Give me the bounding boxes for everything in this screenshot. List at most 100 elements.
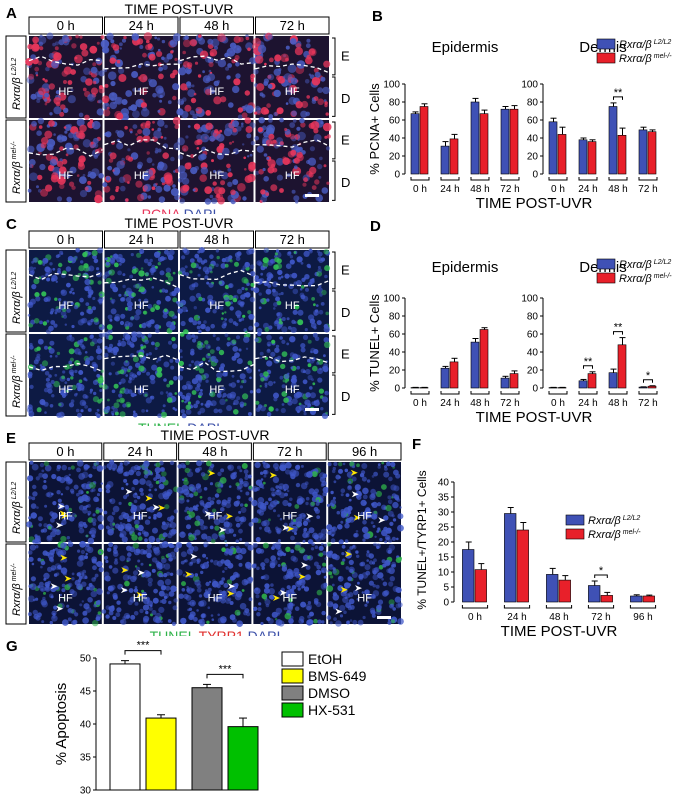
cell [115, 188, 119, 193]
cell [88, 473, 93, 478]
cell [160, 467, 164, 471]
cell [262, 461, 266, 465]
cell [253, 287, 260, 294]
cell [237, 465, 241, 470]
cell [308, 527, 315, 534]
cell [56, 467, 61, 472]
cell [259, 351, 264, 356]
cell [215, 305, 220, 310]
cell [227, 497, 232, 502]
cell [134, 519, 140, 526]
cell [218, 589, 223, 594]
cell [27, 43, 33, 50]
cell [187, 401, 191, 405]
cell [263, 587, 270, 594]
epidermis-boundary [179, 361, 254, 373]
cell [290, 149, 297, 156]
cell [118, 67, 125, 74]
cell [322, 122, 332, 132]
bar [647, 131, 657, 175]
cell [189, 611, 196, 618]
cell [55, 90, 61, 95]
cell [188, 507, 194, 512]
time-label: 24 h [129, 232, 154, 247]
bar [462, 549, 475, 603]
cell [121, 399, 124, 403]
cell [377, 527, 381, 531]
cell [399, 506, 402, 509]
cell [42, 321, 48, 326]
cell [230, 50, 233, 54]
cell [227, 562, 234, 569]
cell [46, 32, 54, 40]
cell [150, 272, 154, 276]
cell [137, 64, 142, 69]
cell [85, 543, 90, 548]
cell [62, 571, 67, 576]
cell [67, 541, 74, 547]
cell [121, 38, 127, 43]
epidermis-boundary [255, 280, 330, 287]
legend-swatch-mut [565, 528, 585, 540]
cell [232, 85, 240, 94]
arrowhead [56, 522, 63, 529]
cell [105, 605, 111, 610]
cell [76, 459, 84, 467]
cell [157, 37, 161, 41]
cell [33, 613, 39, 620]
x-axis-label: TIME POST-UVR [501, 623, 618, 640]
row-label-box [5, 543, 27, 625]
y-tick-label: 100 [383, 80, 400, 91]
cell [79, 297, 84, 303]
cell [111, 413, 115, 416]
cell [50, 531, 56, 538]
cell [81, 483, 85, 488]
stain-legend: TUNEL DAPI [138, 420, 220, 426]
cell [150, 379, 156, 385]
cell [315, 569, 322, 576]
cell [113, 560, 119, 565]
cell [141, 302, 144, 305]
cell [94, 70, 100, 76]
cell [286, 489, 290, 493]
cell [60, 289, 65, 294]
cell [223, 583, 229, 588]
cell [96, 561, 103, 568]
cell [90, 489, 94, 493]
bar [191, 687, 223, 791]
cell [50, 320, 56, 325]
cell [153, 183, 158, 188]
cell [220, 317, 224, 320]
cell [257, 127, 263, 133]
cell [158, 572, 163, 578]
cell [290, 377, 297, 384]
cell [60, 104, 66, 110]
cell [243, 328, 247, 332]
cell [116, 160, 125, 169]
cell [87, 546, 94, 554]
cell [291, 398, 298, 405]
cell [65, 506, 70, 511]
cell [170, 528, 177, 535]
cell [305, 368, 311, 375]
cell [69, 371, 74, 376]
cell [357, 581, 360, 585]
cell [186, 586, 189, 589]
cell [263, 176, 270, 182]
cell [159, 99, 163, 103]
cell [113, 351, 118, 356]
cell [263, 574, 270, 581]
cell [216, 488, 222, 494]
category-bracket [587, 605, 615, 609]
stain-label-3: DAPI [244, 628, 281, 636]
cell [70, 88, 74, 92]
cell [82, 617, 89, 624]
y-tick-label: 100 [521, 80, 538, 91]
bar [617, 135, 627, 175]
epidermis-boundary [104, 63, 178, 70]
cell [337, 585, 344, 592]
cell [233, 409, 239, 415]
cell [316, 515, 321, 519]
cell [53, 106, 62, 115]
cell [104, 331, 111, 337]
